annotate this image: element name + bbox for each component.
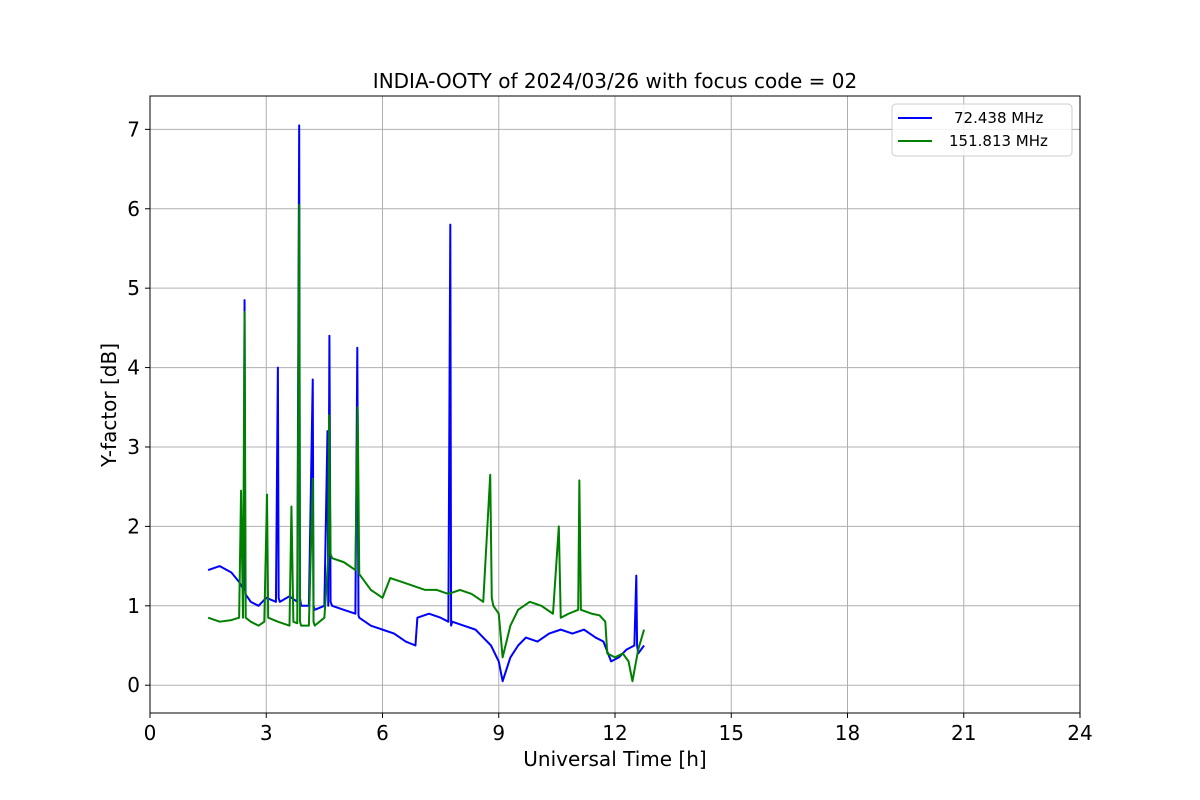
x-tick-label: 18 [835, 721, 860, 745]
series-line-0 [207, 124, 645, 683]
y-tick-label: 1 [127, 594, 140, 618]
series-line-1 [207, 203, 646, 683]
legend-label-72mhz: 72.438 MHz [954, 109, 1043, 127]
legend-box [891, 103, 1073, 157]
x-tick-label: 6 [376, 721, 389, 745]
legend: 72.438 MHz 151.813 MHz [891, 103, 1073, 157]
legend-label-151mhz: 151.813 MHz [949, 132, 1048, 150]
x-tick-label: 24 [1067, 721, 1092, 745]
y-axis: 0 1 2 3 4 5 6 7 [127, 117, 150, 697]
y-tick-label: 7 [127, 117, 140, 141]
x-axis-label: Universal Time [h] [523, 747, 706, 771]
x-tick-label: 12 [602, 721, 627, 745]
x-tick-label: 15 [719, 721, 744, 745]
y-tick-label: 5 [127, 276, 140, 300]
x-tick-label: 9 [492, 721, 505, 745]
chart-title: INDIA-OOTY of 2024/03/26 with focus code… [373, 69, 857, 93]
y-axis-label: Y-factor [dB] [97, 343, 121, 468]
y-tick-label: 6 [127, 197, 140, 221]
x-tick-label: 3 [260, 721, 273, 745]
y-tick-label: 3 [127, 435, 140, 459]
y-tick-label: 0 [127, 673, 140, 697]
x-tick-label: 21 [951, 721, 976, 745]
x-tick-label: 0 [144, 721, 157, 745]
y-tick-label: 2 [127, 514, 140, 538]
x-axis: 0 3 6 9 12 15 18 21 24 [144, 713, 1093, 745]
series-lines [207, 124, 646, 683]
y-tick-label: 4 [127, 356, 140, 380]
